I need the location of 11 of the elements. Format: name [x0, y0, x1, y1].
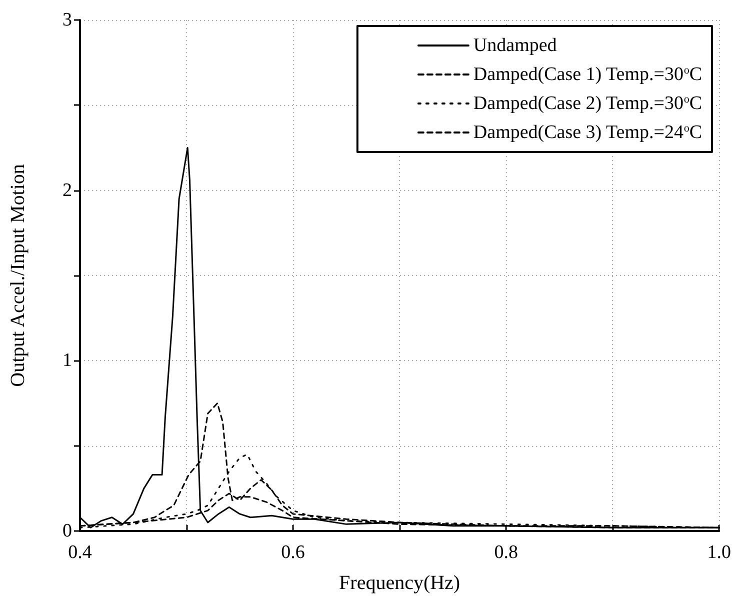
y-tick-label: 1	[62, 350, 72, 372]
x-axis-title: Frequency(Hz)	[339, 572, 460, 594]
y-tick-label: 3	[62, 10, 72, 30]
y-axis-title: Output Accel./Input Motion	[7, 164, 29, 387]
x-tick-label: 0.8	[494, 542, 518, 563]
x-tick-label: 0.6	[281, 542, 305, 563]
y-tick-label: 2	[62, 180, 72, 201]
y-tick-label: 0	[62, 520, 72, 542]
x-tick-label: 1.0	[707, 542, 731, 563]
legend-label: Undamped	[473, 35, 558, 56]
x-tick-label: 0.4	[68, 542, 92, 563]
